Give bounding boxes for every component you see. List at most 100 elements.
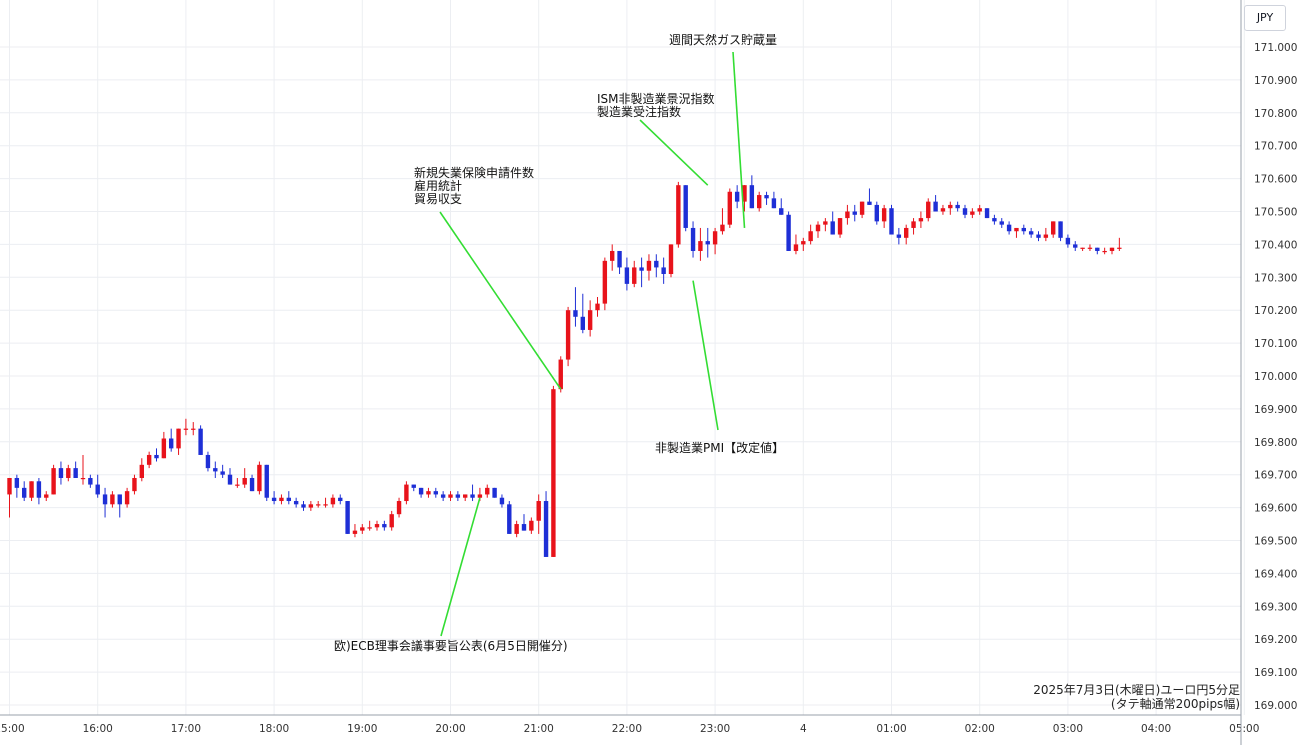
x-tick-label: 19:00: [347, 723, 377, 735]
candle-down: [1095, 247, 1100, 251]
candle-down: [205, 454, 211, 469]
x-tick-label: 22:00: [612, 723, 642, 735]
annotation-label: 新規失業保険申請件数: [414, 165, 534, 180]
candle-down: [933, 201, 938, 212]
candle-down: [771, 198, 777, 209]
candle-up: [918, 218, 924, 222]
candle-up: [139, 464, 144, 478]
candle-up: [551, 389, 556, 557]
candle-down: [411, 484, 416, 488]
candle-up: [977, 208, 982, 212]
y-tick-label: 170.000: [1254, 371, 1297, 383]
candle-down: [661, 267, 666, 275]
candle-down: [867, 201, 872, 205]
candle-up: [146, 454, 152, 465]
candle-down: [382, 524, 387, 528]
candle-down: [440, 494, 446, 498]
candle-up: [712, 231, 718, 245]
candle-up: [926, 201, 931, 219]
candle-down: [220, 471, 225, 475]
y-tick-label: 169.600: [1254, 503, 1297, 515]
candle-up: [859, 201, 865, 215]
y-tick-label: 170.300: [1254, 272, 1297, 284]
annotation-label: ISM非製造業景況指数: [597, 91, 715, 106]
candle-down: [779, 208, 784, 215]
candle-up: [970, 211, 975, 215]
y-tick-label: 171.000: [1254, 42, 1297, 54]
candle-down: [286, 497, 291, 502]
y-tick-label: 169.100: [1254, 667, 1297, 679]
candle-up: [396, 501, 402, 515]
candle-up: [448, 494, 453, 498]
candle-up: [132, 477, 137, 492]
candle-down: [889, 208, 894, 235]
candle-down: [227, 474, 233, 485]
x-tick-label: 02:00: [965, 723, 995, 735]
y-tick-label: 169.500: [1254, 536, 1297, 548]
candle-up: [610, 250, 615, 261]
candle-up: [323, 504, 328, 506]
annotation-label: 欧)ECB理事会議事要旨公表(6月5日開催分): [334, 639, 568, 653]
candle-down: [1065, 237, 1071, 245]
y-tick-label: 170.900: [1254, 75, 1297, 87]
annotation-leader-line: [732, 51, 746, 229]
candle-down: [624, 267, 630, 284]
x-tick-label: 21:00: [524, 723, 554, 735]
candle-down: [1006, 224, 1012, 232]
candle-up: [66, 468, 71, 478]
candle-up: [801, 241, 806, 245]
candle-down: [338, 497, 343, 502]
candle-down: [874, 204, 879, 222]
x-tick-label: 01:00: [876, 723, 906, 735]
candle-down: [418, 487, 424, 495]
annotation-leader-line: [440, 497, 481, 637]
candle-up: [404, 484, 409, 502]
candle-up: [124, 491, 130, 505]
candle-down: [786, 214, 791, 251]
candle-down: [984, 208, 990, 219]
candle-up: [529, 520, 534, 531]
candle-up: [904, 227, 909, 238]
candle-down: [1021, 227, 1026, 232]
candle-down: [198, 428, 203, 455]
candle-down: [705, 241, 710, 245]
candle-up: [1087, 247, 1093, 249]
candle-up: [330, 497, 336, 505]
x-tick-label: 17:00: [171, 723, 201, 735]
candle-up: [845, 211, 850, 219]
candle-down: [734, 191, 740, 202]
candle-up: [595, 303, 600, 311]
y-tick-label: 170.500: [1254, 207, 1297, 219]
grid-layer: [0, 0, 1245, 715]
candle-up: [242, 477, 247, 485]
candle-down: [507, 504, 512, 534]
candle-up: [191, 428, 196, 430]
y-tick-label: 170.100: [1254, 338, 1297, 350]
annotation-label: 非製造業PMI【改定値】: [655, 440, 784, 455]
annotation-label: 製造業受注指数: [597, 104, 681, 119]
candle-down: [455, 494, 461, 498]
candle-up: [646, 260, 652, 271]
candle-up: [514, 524, 519, 534]
candle-up: [1043, 234, 1049, 238]
candle-up: [7, 477, 12, 495]
currency-selector[interactable]: JPY: [1244, 5, 1286, 31]
candle-down: [580, 316, 585, 330]
candle-down: [22, 487, 27, 498]
candle-up: [360, 527, 365, 531]
candle-down: [301, 504, 306, 508]
candle-up: [463, 494, 468, 498]
candle-down: [896, 234, 902, 238]
candle-down: [88, 477, 93, 485]
candle-down: [1028, 231, 1034, 235]
candle-down: [573, 310, 578, 317]
candle-up: [176, 428, 181, 449]
candle-down: [962, 208, 968, 215]
candle-up: [1051, 221, 1056, 235]
x-tick-label: 4: [800, 723, 807, 735]
candle-up: [389, 514, 394, 528]
candle-down: [999, 221, 1004, 225]
